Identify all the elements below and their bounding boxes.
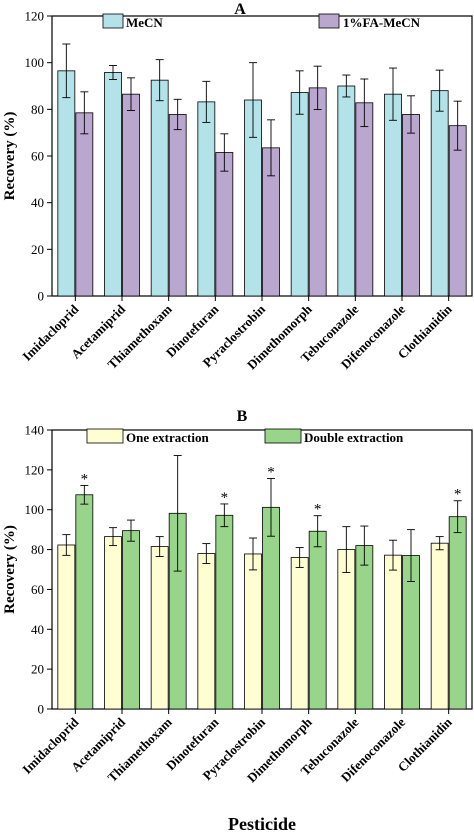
y-tick-label: 40 (31, 195, 44, 210)
bar-imidacloprid-2 (75, 494, 94, 710)
y-axis-label: Recovery (%) (2, 112, 18, 201)
bar-pyraclostrobin-2 (262, 506, 280, 710)
bar-imidacloprid-2 (75, 112, 94, 297)
x-axis-label: Pesticide (228, 814, 296, 834)
y-tick-label: 120 (25, 9, 45, 24)
y-tick-label: 120 (25, 462, 45, 477)
bar-difenoconazole-2 (402, 114, 420, 297)
bar-dimethomorph-2 (308, 530, 327, 710)
bar-acetamiprid-1 (104, 72, 122, 297)
legend-label-2: 1%FA-MeCN (343, 15, 421, 30)
bar-dinotefuran-1 (197, 553, 216, 710)
bar-dimethomorph-1 (290, 92, 309, 297)
bar-acetamiprid-2 (122, 530, 140, 710)
bar-difenoconazole-1 (384, 93, 402, 297)
y-tick-label: 40 (31, 622, 44, 637)
significance-mark: * (221, 490, 229, 506)
bar-dimethomorph-1 (290, 557, 309, 710)
y-axis-label: Recovery (%) (2, 525, 18, 614)
bar-clothianidin-1 (430, 90, 449, 297)
legend-swatch-2 (264, 428, 302, 444)
legend-swatch-2 (318, 13, 340, 29)
significance-mark: * (454, 487, 462, 503)
legend-swatch-1 (86, 428, 124, 444)
bar-dinotefuran-2 (215, 514, 234, 710)
y-tick-label: 60 (31, 582, 44, 597)
significance-mark: * (81, 471, 89, 487)
bar-tebuconazole-1 (337, 85, 356, 297)
bar-tebuconazole-2 (355, 102, 374, 297)
bar-acetamiprid-2 (122, 93, 140, 297)
bar-dinotefuran-2 (215, 152, 234, 297)
bar-tebuconazole-1 (337, 549, 356, 710)
bar-tebuconazole-2 (355, 545, 374, 710)
bar-thiamethoxam-2 (168, 114, 187, 297)
y-tick-label: 0 (38, 289, 45, 304)
bar-difenoconazole-1 (384, 554, 402, 710)
y-tick-label: 140 (25, 423, 45, 438)
legend-swatch-1 (102, 13, 124, 29)
y-tick-label: 80 (31, 102, 44, 117)
y-tick-label: 60 (31, 149, 44, 164)
bar-imidacloprid-1 (57, 544, 76, 710)
bar-thiamethoxam-1 (150, 79, 169, 297)
bar-dimethomorph-2 (308, 87, 327, 297)
legend-label-2: Double extraction (304, 430, 404, 445)
bar-acetamiprid-1 (104, 536, 122, 710)
bar-thiamethoxam-1 (150, 546, 169, 710)
significance-mark: * (314, 502, 322, 518)
bar-clothianidin-2 (448, 125, 467, 297)
y-tick-label: 20 (31, 242, 44, 257)
y-tick-label: 80 (31, 542, 44, 557)
y-tick-label: 100 (25, 55, 45, 70)
bar-clothianidin-1 (430, 542, 449, 710)
legend-label-1: One extraction (126, 430, 209, 445)
y-tick-label: 100 (25, 502, 45, 517)
bar-clothianidin-2 (448, 516, 467, 710)
panel-label: A (234, 1, 246, 18)
significance-mark: * (267, 464, 275, 480)
bar-pyraclostrobin-1 (244, 553, 262, 710)
panel-label: B (237, 408, 248, 425)
y-tick-label: 20 (31, 662, 44, 677)
bar-dinotefuran-1 (197, 101, 216, 297)
bar-imidacloprid-1 (57, 70, 76, 297)
legend-label-1: MeCN (126, 15, 163, 30)
y-tick-label: 0 (38, 702, 45, 717)
